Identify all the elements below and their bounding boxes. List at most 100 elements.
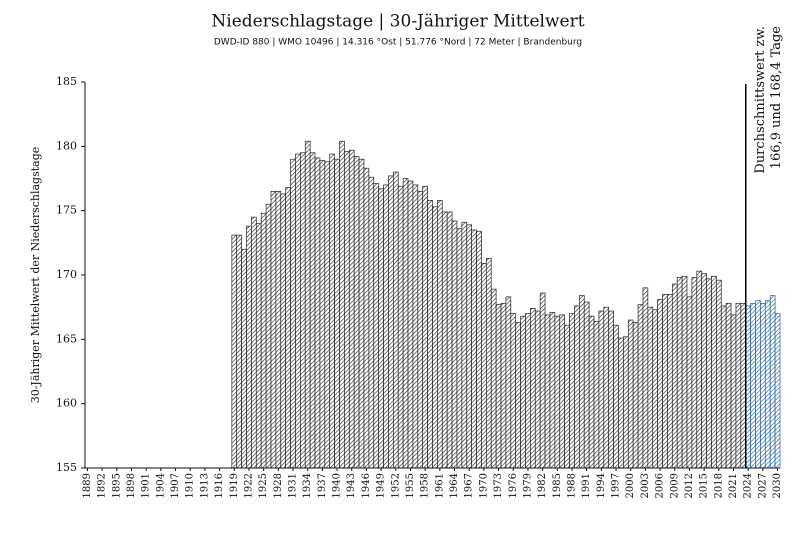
x-tick-label: 1994 [596,473,607,498]
bar [270,191,277,469]
bar [539,292,546,469]
bar [441,211,448,469]
x-tick-label: 1976 [508,473,519,498]
x-tick-label: 1943 [346,473,357,498]
bar [578,295,585,469]
x-tick-label: 1916 [214,473,225,498]
x-tick-label: 2018 [713,473,724,498]
bar [632,322,639,469]
bar [485,257,492,469]
bar [676,277,683,469]
x-tick-label: 1991 [581,473,592,498]
x-tick-label: 1922 [243,473,254,498]
bar [495,304,502,469]
bar [764,300,771,469]
bar [339,140,345,469]
y-tick-label: 170 [56,268,77,281]
bar [505,296,512,469]
bar [637,304,644,469]
bar [711,275,717,469]
bar [716,279,722,469]
bar [319,160,326,469]
x-tick-label: 1961 [434,473,445,498]
x-tick-label: 1928 [273,473,284,498]
bar [662,293,668,469]
x-tick-label: 1931 [288,473,299,498]
bar [461,221,468,469]
bar [471,229,477,469]
x-tick-label: 1889 [82,473,93,498]
bar [618,337,624,469]
y-tick-label: 175 [56,204,77,217]
bar [246,225,252,469]
bar [255,223,262,469]
x-tick-label: 1925 [258,473,269,498]
x-tick-label: 1979 [522,473,533,498]
y-tick-label: 160 [56,397,77,410]
y-tick-label: 180 [56,139,77,152]
bar [686,296,693,469]
x-tick-label: 1937 [317,473,328,498]
bar [559,314,565,469]
x-tick-label: 1919 [229,473,240,498]
bar [324,161,331,469]
x-tick-label: 2015 [699,473,710,498]
y-axis-label: 30-Jähriger Mittelwert der Niederschlags… [29,147,42,404]
bar [583,301,590,469]
bar [427,200,433,469]
x-tick-label: 2009 [669,473,680,498]
bar [725,302,732,469]
bar [368,176,375,469]
x-tick-label: 1988 [566,473,577,498]
bar [373,183,380,469]
bar [574,305,580,469]
bar [730,314,737,469]
bar [304,140,311,469]
bar [701,273,707,469]
bar [608,310,614,469]
bar [652,309,658,469]
x-tick-label: 1958 [420,473,431,498]
bar [500,302,507,469]
bar [667,293,673,469]
bar [544,314,551,469]
x-tick-label: 1901 [141,473,152,498]
bar [466,224,473,469]
bar [525,313,531,469]
chart-title: Niederschlagstage | 30-Jähriger Mittelwe… [211,12,584,32]
bar [353,156,360,469]
bar [329,153,335,469]
x-tick-label: 2003 [640,473,651,498]
bar [520,315,526,469]
bar [549,311,556,469]
x-tick-label: 1898 [126,473,137,498]
bar [456,228,463,469]
bar [696,270,703,469]
bar [735,302,742,469]
x-tick-label: 1940 [332,473,343,498]
bar [358,158,365,469]
x-tick-label: 1997 [611,473,622,498]
x-tick-label: 2021 [728,473,739,498]
bar [750,302,756,469]
bar [388,175,394,469]
bar [309,152,316,469]
bar [437,200,443,469]
bar [515,322,521,469]
bar [755,300,761,469]
bar [598,310,605,469]
bar [627,319,634,469]
bar [490,288,497,469]
bar [569,313,575,469]
annotation-text: Durchschnittswert zw. [753,26,768,174]
bar [392,171,399,469]
bar [260,212,267,469]
x-tick-label: 1895 [111,473,122,498]
bar [642,287,649,469]
bar [603,306,610,469]
bar [476,230,482,469]
x-tick-label: 1907 [170,473,181,498]
bar [657,299,663,469]
bar [348,149,355,469]
